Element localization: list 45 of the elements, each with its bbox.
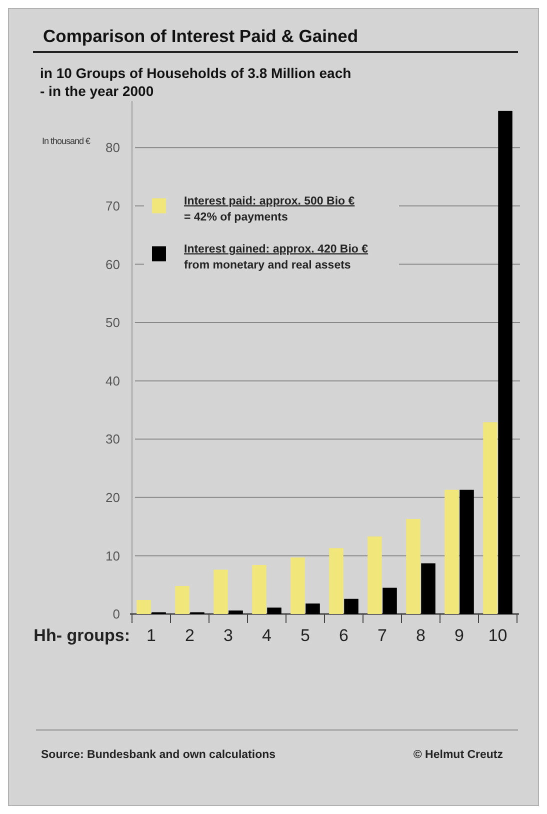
bar	[136, 600, 151, 614]
y-tick-label: 50	[106, 315, 120, 330]
y-tick-label: 10	[106, 548, 120, 564]
y-tick-label: 70	[106, 198, 120, 214]
x-tick-label: 3	[224, 626, 233, 645]
source-note: Source: Bundesbank and own calculations	[41, 749, 276, 761]
y-tick-label: 60	[106, 256, 120, 272]
bar	[406, 518, 420, 614]
bar	[344, 598, 358, 614]
text: © Helmut Creutz	[413, 749, 504, 761]
bar	[228, 610, 243, 614]
y-tick-label: 40	[106, 373, 120, 388]
y-tick-label: 0	[112, 606, 120, 622]
bar	[382, 588, 397, 614]
chart-subtitle: in 10 Groups of Households of 3.8 Million each - in the year 2000	[40, 65, 352, 99]
bar	[329, 548, 344, 614]
x-tick-label: 4	[262, 626, 272, 645]
bar	[483, 422, 498, 614]
bar	[444, 490, 459, 614]
x-tick-label: 2	[185, 626, 194, 645]
bar	[252, 565, 266, 614]
y-tick-label: 20	[106, 490, 120, 505]
bar	[214, 570, 228, 614]
x-tick-label: 7	[378, 626, 387, 645]
bar	[175, 586, 190, 614]
x-tick-label: 6	[339, 626, 348, 645]
x-tick-label: 5	[300, 626, 310, 645]
x-tick-label: 10	[488, 626, 508, 645]
y-tick-label: 30	[106, 432, 120, 447]
bar	[368, 536, 382, 614]
bar	[267, 608, 282, 614]
y-tick-label: 80	[106, 140, 120, 156]
bar	[421, 563, 436, 614]
y-axis-title: In thousand €	[42, 136, 91, 146]
x-axis-title: Hh- groups:	[34, 626, 130, 645]
bar	[306, 604, 320, 614]
bar	[290, 557, 305, 614]
x-tick-label: 9	[454, 626, 464, 645]
x-tick-label: 8	[416, 626, 426, 645]
bar	[498, 110, 512, 614]
legend-label: Interest paid: approx. 500 Bio € = 42% of payments	[184, 195, 356, 224]
chart-title: Comparison of Interest Paid & Gained	[43, 26, 358, 46]
bar	[460, 490, 474, 614]
x-tick-label: 1	[146, 626, 156, 645]
legend-label: Interest gained: approx. 420 Bio € from monetary and real assets	[184, 243, 369, 272]
